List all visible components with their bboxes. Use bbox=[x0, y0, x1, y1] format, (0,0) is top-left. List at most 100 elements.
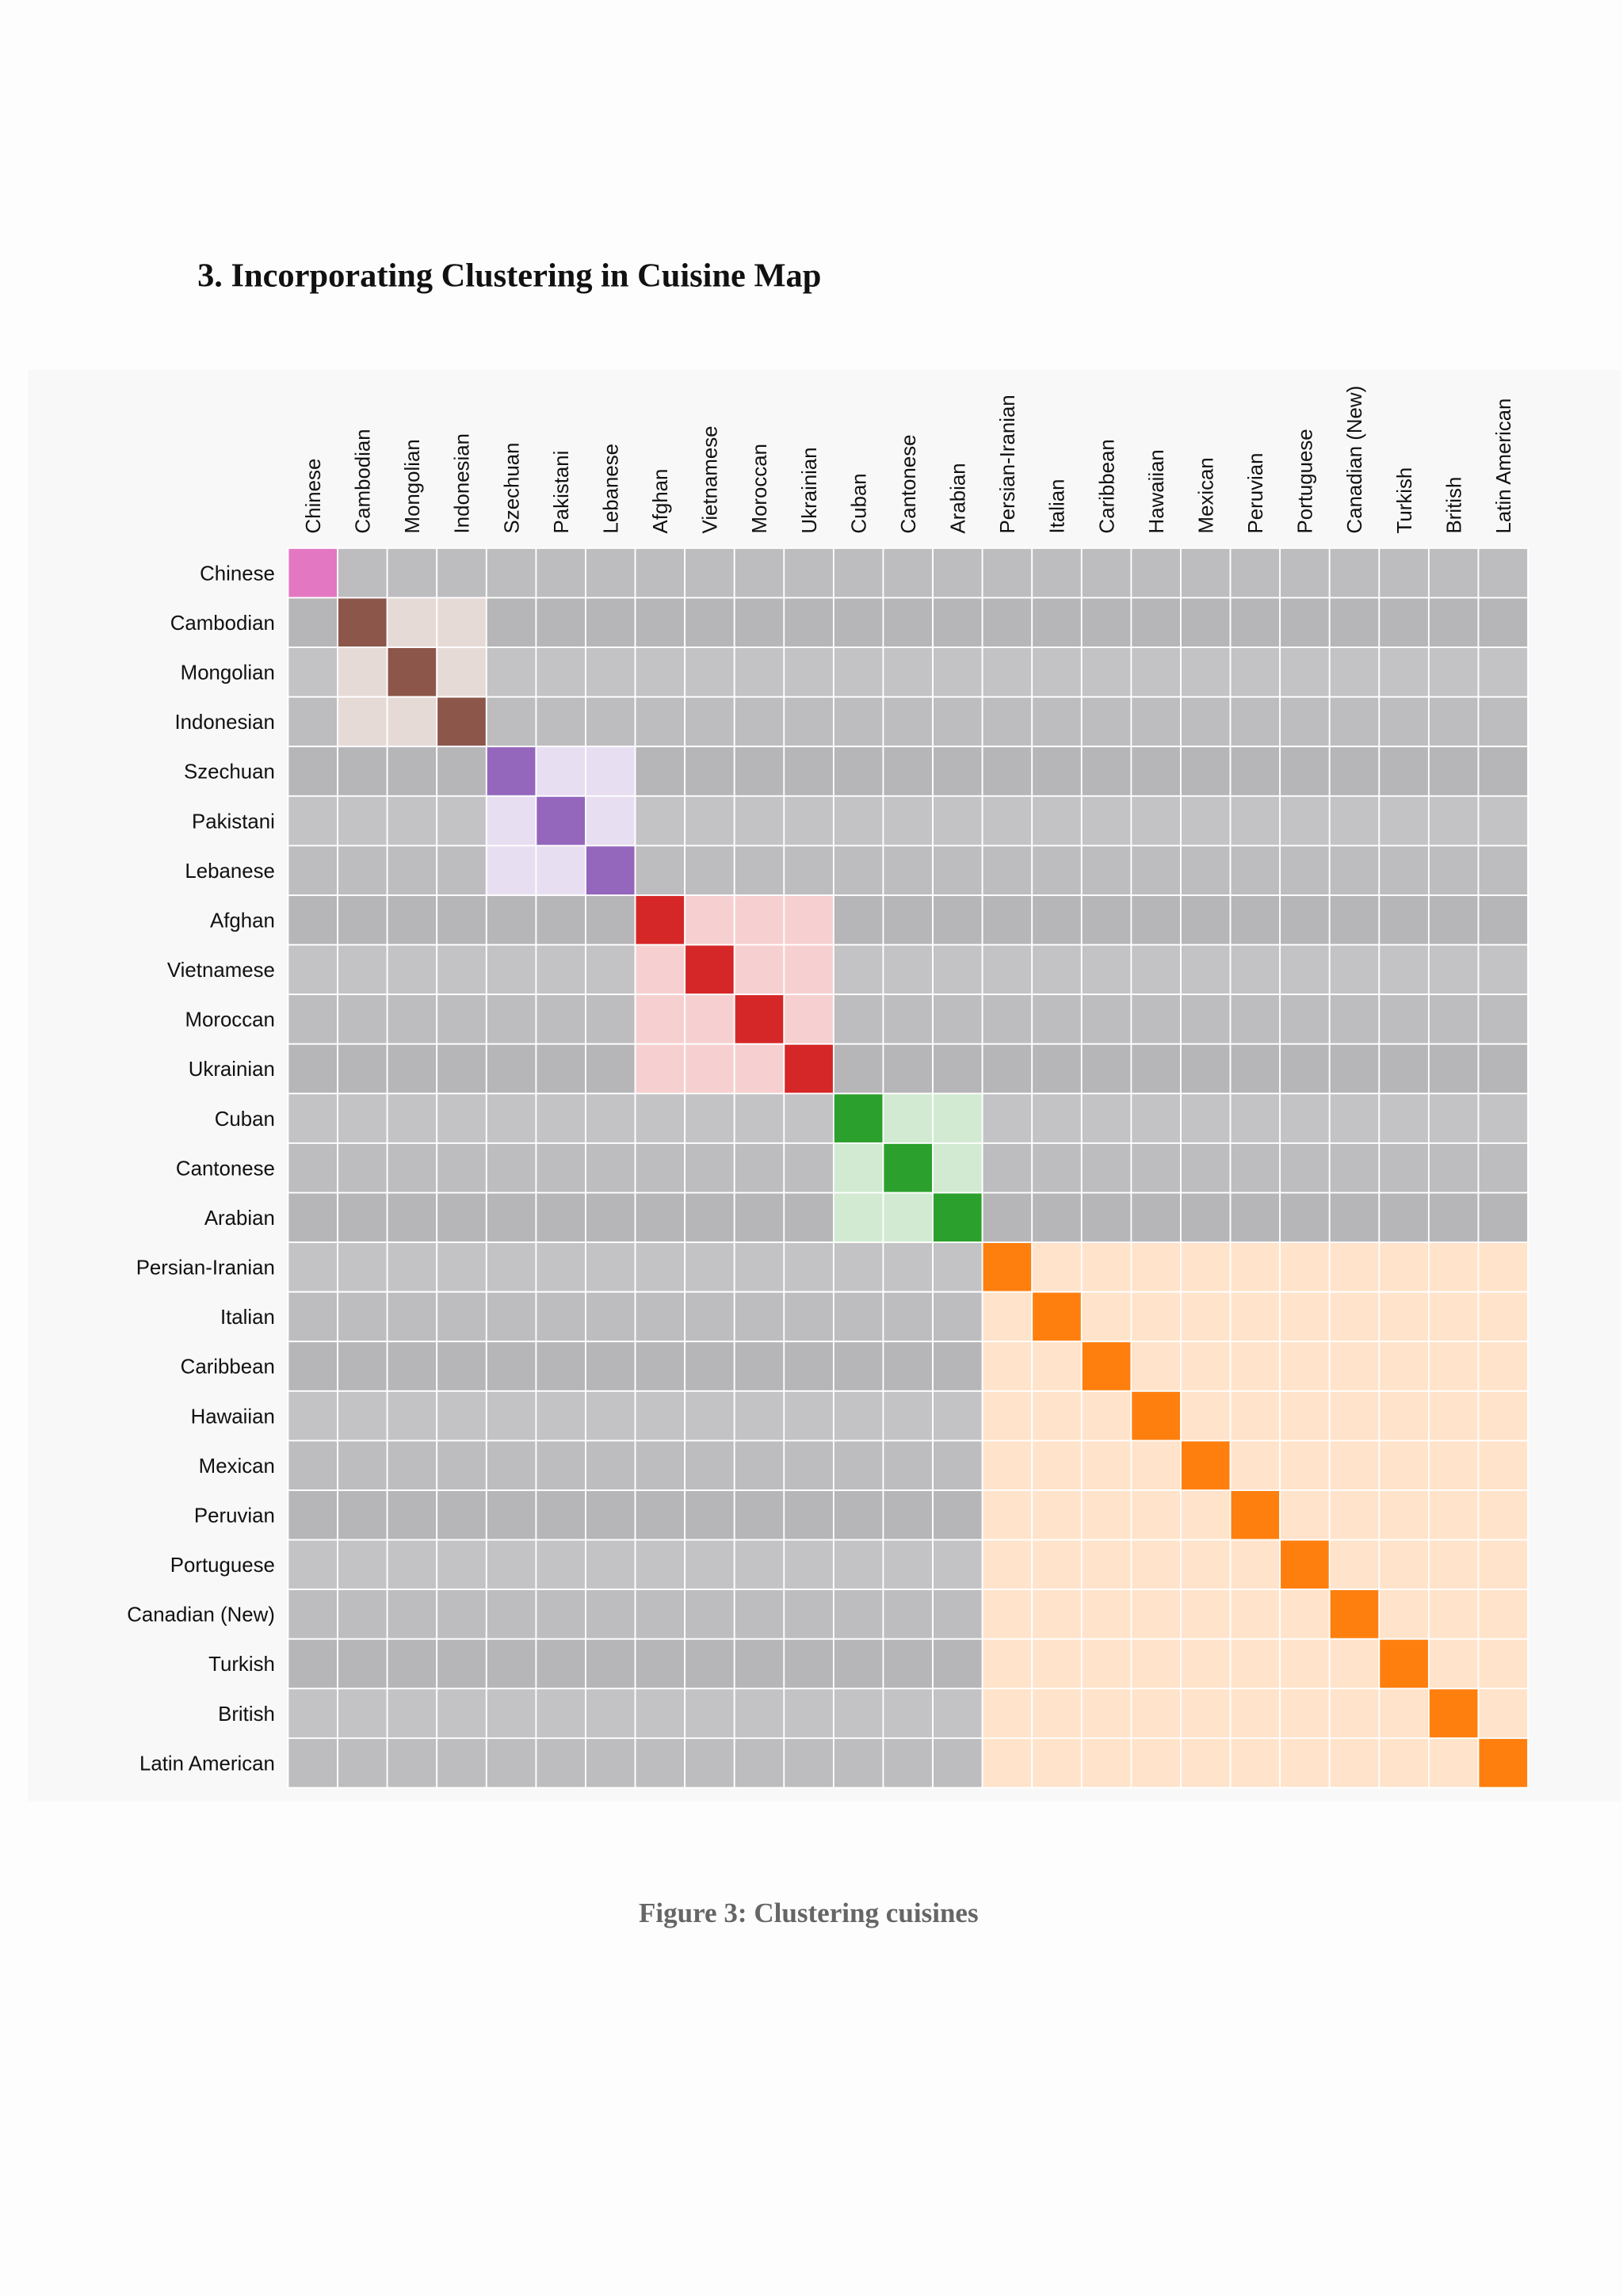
heatmap-cell bbox=[684, 944, 735, 996]
heatmap-cell bbox=[485, 696, 537, 748]
heatmap-cell bbox=[932, 1043, 983, 1095]
heatmap-cell bbox=[832, 1688, 884, 1739]
heatmap-cell bbox=[634, 1440, 686, 1491]
heatmap-cell bbox=[1427, 944, 1480, 996]
heatmap-cell bbox=[1378, 1291, 1430, 1343]
heatmap-cell bbox=[535, 1737, 586, 1789]
heatmap-cell bbox=[1279, 894, 1331, 946]
column-label: Mongolian bbox=[402, 439, 424, 533]
heatmap-cell bbox=[1378, 597, 1430, 648]
heatmap-cell-bg bbox=[1180, 1638, 1231, 1689]
heatmap-cell bbox=[783, 1093, 834, 1144]
heatmap-cell bbox=[337, 1539, 388, 1591]
heatmap-cell bbox=[783, 1390, 834, 1442]
heatmap-cell bbox=[684, 1737, 735, 1789]
heatmap-cell-bg bbox=[1428, 1440, 1479, 1490]
heatmap-cell-bg bbox=[685, 894, 735, 945]
heatmap-cell bbox=[981, 1737, 1033, 1789]
heatmap-cell bbox=[1279, 746, 1331, 797]
heatmap-cell bbox=[932, 1390, 983, 1442]
heatmap-cell bbox=[585, 1192, 636, 1243]
heatmap-cell bbox=[485, 1688, 537, 1739]
heatmap-cell-bg bbox=[1478, 1242, 1529, 1292]
heatmap-cell bbox=[634, 944, 686, 996]
heatmap-cell-bg bbox=[1379, 1440, 1429, 1490]
heatmap-cell bbox=[1328, 944, 1381, 996]
heatmap-cell bbox=[535, 1142, 586, 1194]
heatmap-cell-bg bbox=[1478, 1589, 1529, 1639]
heatmap-cell-bg bbox=[1329, 1539, 1380, 1590]
column-label: Vietnamese bbox=[700, 426, 722, 534]
heatmap-cell bbox=[684, 894, 735, 946]
row-label: British bbox=[218, 1703, 275, 1726]
heatmap-cell bbox=[981, 795, 1033, 847]
heatmap-cell bbox=[337, 894, 388, 946]
heatmap-cell-bg bbox=[1081, 1440, 1132, 1490]
heatmap-cell bbox=[1180, 845, 1232, 896]
heatmap-cell bbox=[882, 1539, 934, 1591]
heatmap-cell bbox=[1130, 1688, 1182, 1739]
heatmap-cell bbox=[1031, 1440, 1083, 1491]
heatmap-cell bbox=[1477, 696, 1529, 748]
heatmap-cell bbox=[585, 1341, 636, 1392]
heatmap-cell bbox=[337, 1440, 388, 1491]
heatmap-cell bbox=[436, 1093, 487, 1144]
heatmap-cell-bg bbox=[1379, 1489, 1429, 1540]
heatmap-cell bbox=[1229, 845, 1281, 896]
heatmap-cell bbox=[832, 845, 884, 896]
heatmap-cell bbox=[1229, 1638, 1281, 1690]
heatmap-cell bbox=[1130, 845, 1182, 896]
heatmap-cell bbox=[1229, 994, 1281, 1045]
heatmap-cell bbox=[337, 1142, 388, 1194]
heatmap-cell bbox=[634, 1489, 686, 1541]
heatmap-cell bbox=[436, 1489, 487, 1541]
heatmap-cell bbox=[981, 1341, 1033, 1392]
heatmap-cell bbox=[1229, 1589, 1281, 1640]
heatmap-cell bbox=[981, 1291, 1033, 1343]
heatmap-cell bbox=[386, 1241, 438, 1293]
heatmap-cell bbox=[1180, 1093, 1232, 1144]
heatmap-cell bbox=[1378, 1489, 1430, 1541]
heatmap-cell bbox=[436, 1737, 487, 1789]
heatmap-cell bbox=[733, 845, 785, 896]
heatmap-cell bbox=[882, 894, 934, 946]
heatmap-cell-bg bbox=[1280, 1589, 1330, 1639]
heatmap-cell-bg bbox=[437, 597, 487, 648]
heatmap-cell bbox=[981, 845, 1033, 896]
heatmap-cell bbox=[684, 547, 735, 599]
heatmap-cell bbox=[634, 894, 686, 946]
heatmap-cell bbox=[1328, 597, 1381, 648]
heatmap-cell bbox=[733, 1390, 785, 1442]
heatmap-cell-bg bbox=[982, 1390, 1033, 1441]
heatmap-cell bbox=[1328, 795, 1381, 847]
heatmap-cell bbox=[485, 547, 537, 599]
heatmap-cell bbox=[1031, 1539, 1083, 1591]
heatmap-cell bbox=[436, 1440, 487, 1491]
heatmap-cell bbox=[634, 795, 686, 847]
heatmap-cell bbox=[1080, 894, 1132, 946]
heatmap-cell bbox=[485, 1192, 537, 1243]
heatmap-cell-bg bbox=[1131, 1291, 1181, 1342]
heatmap-cell bbox=[1180, 1192, 1232, 1243]
heatmap-cell bbox=[485, 1390, 537, 1442]
heatmap-cell bbox=[1279, 1440, 1331, 1491]
heatmap-cell bbox=[634, 1539, 686, 1591]
heatmap-cell bbox=[1229, 1440, 1281, 1491]
heatmap-cell bbox=[1229, 795, 1281, 847]
heatmap-cell-bg bbox=[982, 1539, 1033, 1590]
heatmap-cell-bg bbox=[1478, 1539, 1529, 1590]
heatmap-cell bbox=[1229, 1241, 1281, 1293]
heatmap-cell-bg bbox=[982, 1291, 1033, 1342]
heatmap-cell bbox=[485, 1142, 537, 1194]
row-label: Latin American bbox=[139, 1753, 275, 1775]
heatmap-cell-bg bbox=[1329, 1440, 1380, 1490]
heatmap-cell-bg bbox=[1230, 1638, 1281, 1689]
heatmap-cell bbox=[337, 944, 388, 996]
heatmap-cell bbox=[386, 1539, 438, 1591]
heatmap-cell bbox=[1080, 1142, 1132, 1194]
heatmap-cell bbox=[684, 696, 735, 748]
heatmap-cell bbox=[337, 1192, 388, 1243]
heatmap-cell bbox=[585, 1093, 636, 1144]
heatmap-cell bbox=[783, 696, 834, 748]
row-label: Mongolian bbox=[181, 662, 275, 685]
